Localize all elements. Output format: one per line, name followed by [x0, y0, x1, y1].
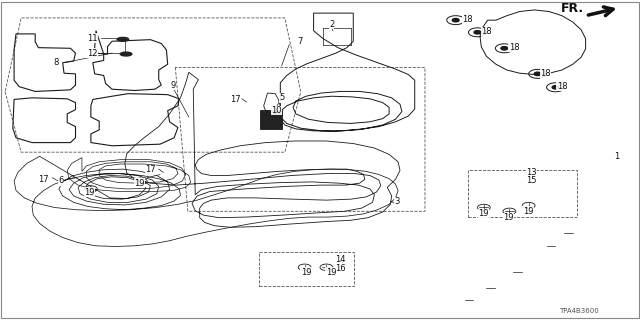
Circle shape [452, 19, 459, 22]
Text: 19: 19 [523, 207, 533, 216]
Text: 3: 3 [394, 197, 399, 206]
Circle shape [474, 31, 481, 34]
Text: TPA4B3600: TPA4B3600 [559, 308, 599, 314]
Text: 10: 10 [271, 106, 282, 115]
Text: 18: 18 [557, 82, 567, 91]
Ellipse shape [117, 37, 129, 41]
Text: 5: 5 [279, 93, 284, 102]
Text: 19: 19 [478, 209, 488, 218]
Text: 19: 19 [134, 179, 145, 188]
Text: 15: 15 [526, 176, 536, 186]
Text: 7: 7 [297, 37, 302, 46]
Circle shape [534, 72, 541, 76]
Text: 17: 17 [230, 95, 241, 104]
Circle shape [552, 85, 559, 89]
Text: 9: 9 [170, 81, 175, 90]
Text: 8: 8 [54, 58, 59, 67]
Text: 17: 17 [145, 165, 156, 174]
FancyBboxPatch shape [260, 110, 282, 129]
Text: 4: 4 [140, 178, 145, 187]
Text: 19: 19 [326, 268, 336, 276]
Text: 19: 19 [504, 213, 514, 222]
Text: 11: 11 [87, 34, 97, 43]
Text: 6: 6 [58, 176, 63, 186]
Text: 14: 14 [335, 255, 346, 264]
Text: 2: 2 [329, 20, 334, 29]
Text: 16: 16 [335, 264, 346, 273]
Text: 18: 18 [540, 69, 550, 78]
Text: 17: 17 [38, 175, 49, 184]
Text: 12: 12 [87, 49, 97, 58]
Text: 18: 18 [481, 27, 492, 36]
Text: 13: 13 [526, 168, 536, 178]
Text: 19: 19 [301, 268, 311, 276]
Text: 18: 18 [509, 43, 519, 52]
Ellipse shape [120, 52, 132, 56]
Text: 18: 18 [462, 15, 472, 24]
Text: 19: 19 [84, 188, 95, 196]
Text: FR.: FR. [561, 2, 584, 15]
Text: 1: 1 [614, 152, 620, 162]
Circle shape [501, 47, 508, 50]
